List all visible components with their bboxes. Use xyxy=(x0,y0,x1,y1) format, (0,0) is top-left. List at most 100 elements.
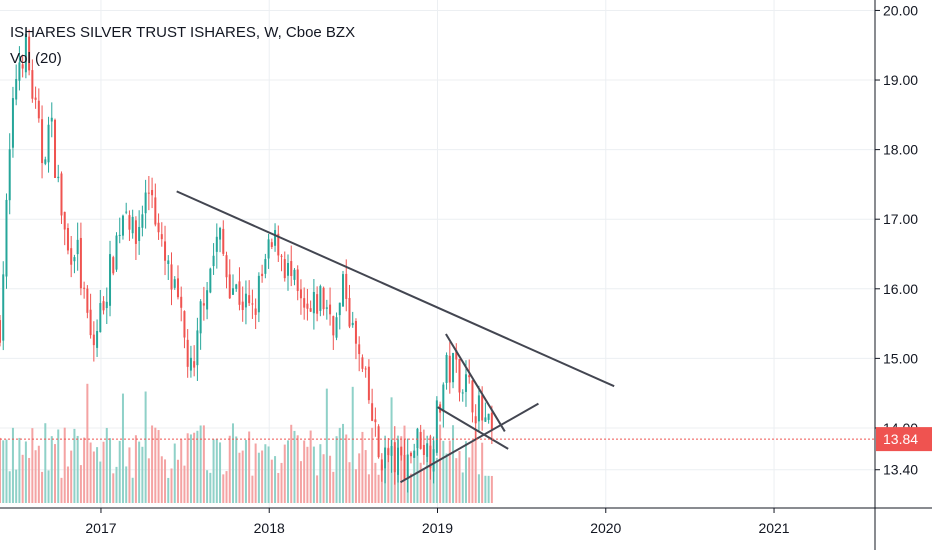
candle-body xyxy=(351,322,354,326)
volume-bar xyxy=(189,434,192,503)
candle-body xyxy=(413,450,416,458)
candle-body xyxy=(393,442,396,473)
candle-body xyxy=(471,380,474,413)
volume-bar xyxy=(248,431,251,503)
trendline xyxy=(176,190,615,388)
volume-bar xyxy=(73,428,76,503)
candle-body xyxy=(458,358,461,393)
volume-indicator-label[interactable]: Vol (20) xyxy=(10,50,62,67)
volume-bar xyxy=(202,425,205,503)
volume-bar xyxy=(125,466,128,503)
volume-bar xyxy=(11,427,14,503)
volume-bar xyxy=(0,437,2,503)
candle-body xyxy=(274,230,277,246)
volume-bar xyxy=(47,470,50,503)
volume-bar xyxy=(283,444,286,503)
volume-bar xyxy=(335,436,338,503)
candle-body xyxy=(160,234,163,240)
volume-bar xyxy=(377,474,380,503)
candle-body xyxy=(361,357,364,369)
volume-bar xyxy=(342,423,345,503)
volume-bar xyxy=(329,455,332,503)
volume-bar xyxy=(225,471,228,503)
candle-body xyxy=(267,239,270,259)
candle-body xyxy=(296,269,299,291)
candle-body xyxy=(141,214,144,228)
x-tick-label: 2021 xyxy=(758,520,789,536)
volume-bar xyxy=(8,471,11,503)
candle-body xyxy=(235,284,238,289)
trendline xyxy=(436,406,509,450)
volume-bar xyxy=(254,443,257,503)
volume-bar xyxy=(157,430,160,503)
volume-bar xyxy=(222,474,225,503)
candle-body xyxy=(374,419,377,423)
volume-bar xyxy=(115,466,118,503)
candle-body xyxy=(487,413,490,420)
y-tick-label: 18.00 xyxy=(883,142,918,158)
candle-body xyxy=(134,220,137,244)
candle-body xyxy=(50,117,53,122)
candle-body xyxy=(57,176,60,179)
candle-body xyxy=(96,330,99,348)
candle-body xyxy=(228,274,231,299)
volume-bar xyxy=(277,472,280,503)
x-tick-label: 2018 xyxy=(254,520,285,536)
volume-bar xyxy=(228,435,231,503)
volume-bar xyxy=(151,425,154,503)
candle-body xyxy=(199,301,202,334)
volume-bar xyxy=(400,436,403,503)
candle-body xyxy=(125,211,128,213)
candle-body xyxy=(445,354,448,383)
volume-bar xyxy=(209,472,212,503)
candle-body xyxy=(371,403,374,421)
volume-bar xyxy=(92,451,95,503)
trendline-drawings[interactable] xyxy=(176,190,615,484)
candle-body xyxy=(164,241,167,261)
candle-body xyxy=(342,274,345,307)
candle-body xyxy=(354,321,357,344)
volume-bar xyxy=(102,441,105,503)
candle-body xyxy=(76,239,79,255)
volume-bar xyxy=(183,465,186,503)
volume-bar xyxy=(57,429,60,503)
last-price-badge xyxy=(876,427,932,452)
candle-body xyxy=(384,447,387,469)
volume-bar xyxy=(274,456,277,503)
candle-body xyxy=(338,302,341,316)
volume-bar xyxy=(296,435,299,503)
candle-body xyxy=(416,428,419,448)
candle-body xyxy=(147,192,150,194)
candlestick-series xyxy=(0,27,493,493)
candle-body xyxy=(345,273,348,299)
volume-bar xyxy=(409,473,412,503)
volume-bar xyxy=(319,444,322,503)
candle-body xyxy=(432,449,435,472)
volume-bar xyxy=(89,442,92,503)
symbol-title[interactable]: ISHARES SILVER TRUST ISHARES, W, Cboe BZ… xyxy=(10,24,356,41)
volume-bar xyxy=(387,447,390,503)
candle-body xyxy=(397,447,400,475)
volume-bar xyxy=(31,428,34,503)
volume-bar xyxy=(338,427,341,503)
volume-bar xyxy=(138,441,141,503)
volume-bar xyxy=(316,475,319,503)
candle-body xyxy=(231,288,234,295)
candle-body xyxy=(180,296,183,308)
volume-bar xyxy=(83,437,86,503)
candle-body xyxy=(54,119,57,178)
candle-body xyxy=(102,301,105,311)
y-tick-label: 17.00 xyxy=(883,211,918,227)
candle-body xyxy=(34,97,37,100)
candle-body xyxy=(18,62,21,81)
trendline xyxy=(399,402,539,484)
candle-body xyxy=(83,287,86,289)
volume-bar xyxy=(309,430,312,503)
candle-body xyxy=(464,374,467,392)
volume-bar xyxy=(76,435,79,503)
candle-body xyxy=(468,375,471,378)
candle-body xyxy=(66,227,69,251)
candle-body xyxy=(15,79,18,100)
